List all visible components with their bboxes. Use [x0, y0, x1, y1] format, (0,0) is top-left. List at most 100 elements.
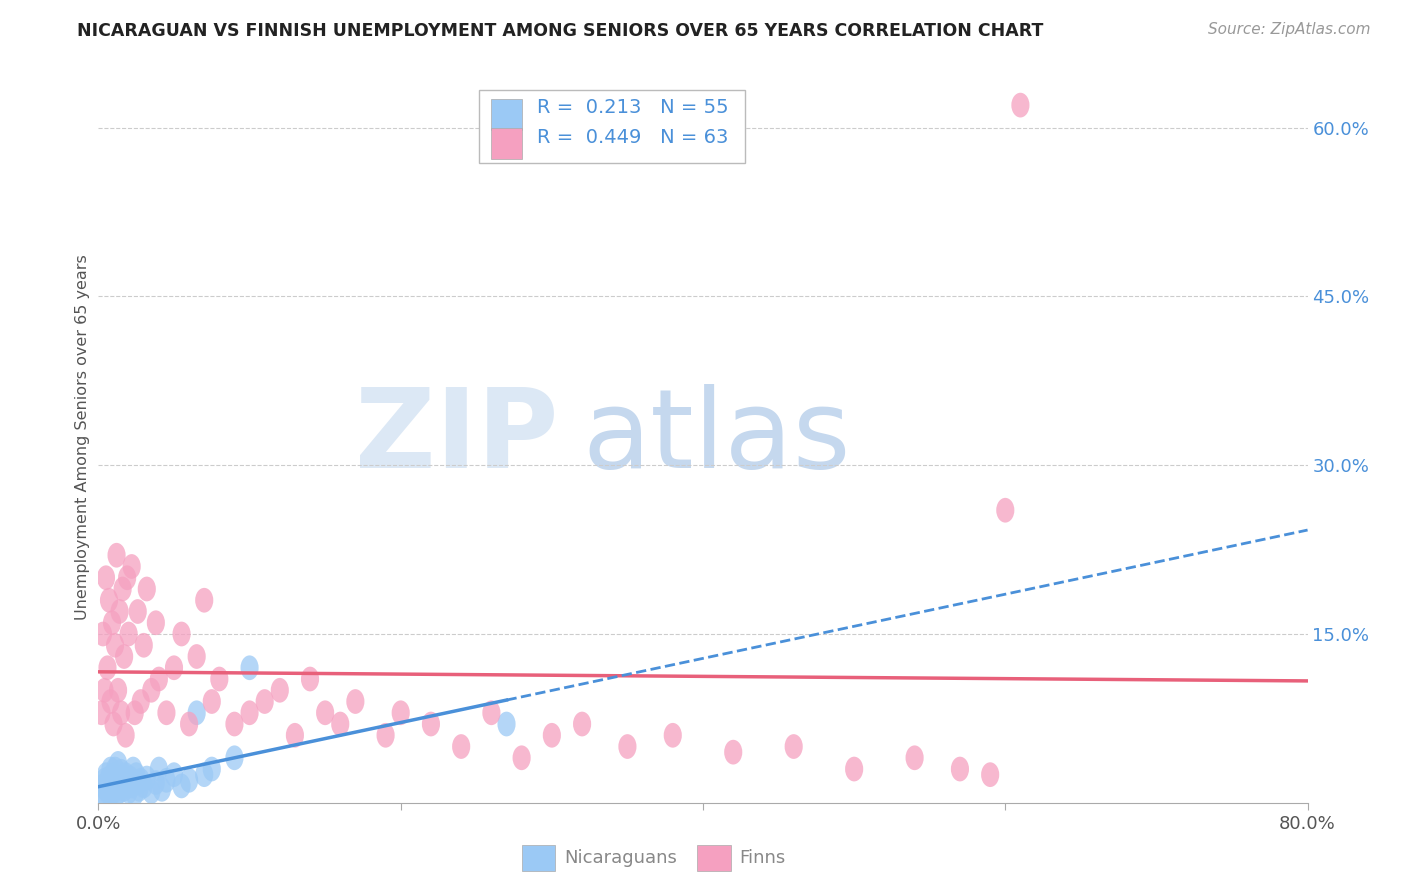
Ellipse shape — [118, 770, 136, 795]
Ellipse shape — [574, 712, 591, 737]
Ellipse shape — [120, 622, 138, 647]
Ellipse shape — [107, 781, 125, 806]
Ellipse shape — [110, 751, 127, 776]
Ellipse shape — [142, 780, 160, 804]
Ellipse shape — [129, 599, 146, 624]
Ellipse shape — [211, 666, 228, 691]
Ellipse shape — [120, 780, 138, 804]
Ellipse shape — [105, 756, 124, 781]
Ellipse shape — [96, 781, 114, 806]
Ellipse shape — [101, 690, 120, 714]
Ellipse shape — [392, 700, 409, 725]
Ellipse shape — [114, 768, 132, 793]
Ellipse shape — [165, 763, 183, 787]
Ellipse shape — [142, 678, 160, 703]
Ellipse shape — [1011, 93, 1029, 118]
Ellipse shape — [100, 773, 118, 798]
Ellipse shape — [98, 780, 117, 804]
Ellipse shape — [187, 700, 205, 725]
Ellipse shape — [724, 739, 742, 764]
Text: atlas: atlas — [582, 384, 851, 491]
Ellipse shape — [101, 781, 120, 806]
Ellipse shape — [135, 633, 153, 657]
Ellipse shape — [103, 610, 121, 635]
Ellipse shape — [301, 666, 319, 691]
Text: Finns: Finns — [740, 848, 786, 867]
Ellipse shape — [111, 765, 129, 790]
Ellipse shape — [100, 765, 118, 790]
Text: Source: ZipAtlas.com: Source: ZipAtlas.com — [1208, 22, 1371, 37]
Ellipse shape — [157, 768, 176, 793]
Y-axis label: Unemployment Among Seniors over 65 years: Unemployment Among Seniors over 65 years — [75, 254, 90, 620]
Ellipse shape — [94, 773, 112, 798]
Ellipse shape — [146, 610, 165, 635]
Ellipse shape — [122, 554, 141, 579]
Ellipse shape — [124, 756, 142, 781]
Ellipse shape — [135, 773, 153, 798]
Ellipse shape — [316, 700, 335, 725]
Ellipse shape — [346, 690, 364, 714]
Ellipse shape — [104, 763, 122, 787]
Ellipse shape — [543, 723, 561, 747]
FancyBboxPatch shape — [479, 90, 745, 163]
Ellipse shape — [132, 690, 150, 714]
Ellipse shape — [104, 780, 122, 804]
Ellipse shape — [103, 777, 121, 802]
Text: ZIP: ZIP — [354, 384, 558, 491]
Ellipse shape — [97, 763, 115, 787]
Ellipse shape — [146, 770, 165, 795]
Ellipse shape — [107, 543, 125, 567]
Ellipse shape — [285, 723, 304, 747]
Ellipse shape — [180, 768, 198, 793]
Ellipse shape — [100, 588, 118, 613]
Ellipse shape — [101, 756, 120, 781]
Ellipse shape — [153, 777, 172, 802]
Ellipse shape — [180, 712, 198, 737]
Text: NICARAGUAN VS FINNISH UNEMPLOYMENT AMONG SENIORS OVER 65 YEARS CORRELATION CHART: NICARAGUAN VS FINNISH UNEMPLOYMENT AMONG… — [77, 22, 1043, 40]
Ellipse shape — [112, 700, 131, 725]
Ellipse shape — [240, 656, 259, 680]
Ellipse shape — [121, 765, 139, 790]
Ellipse shape — [114, 576, 132, 601]
Ellipse shape — [619, 734, 637, 759]
Ellipse shape — [785, 734, 803, 759]
Ellipse shape — [271, 678, 288, 703]
Ellipse shape — [115, 644, 134, 669]
Ellipse shape — [195, 588, 214, 613]
Ellipse shape — [256, 690, 274, 714]
Ellipse shape — [110, 768, 127, 793]
Ellipse shape — [105, 770, 124, 795]
Ellipse shape — [513, 746, 530, 770]
Ellipse shape — [112, 773, 131, 798]
Ellipse shape — [482, 700, 501, 725]
Bar — [492, 128, 522, 159]
Ellipse shape — [138, 765, 156, 790]
Ellipse shape — [453, 734, 470, 759]
Ellipse shape — [105, 633, 124, 657]
Ellipse shape — [150, 666, 167, 691]
Ellipse shape — [997, 498, 1014, 523]
Ellipse shape — [94, 622, 112, 647]
Ellipse shape — [981, 763, 1000, 787]
Ellipse shape — [103, 768, 121, 793]
Bar — [492, 99, 522, 130]
Bar — [522, 846, 555, 871]
Ellipse shape — [129, 770, 146, 795]
Ellipse shape — [845, 756, 863, 781]
Ellipse shape — [132, 768, 150, 793]
Ellipse shape — [225, 746, 243, 770]
Ellipse shape — [202, 756, 221, 781]
Ellipse shape — [110, 678, 127, 703]
Ellipse shape — [173, 622, 191, 647]
Ellipse shape — [905, 746, 924, 770]
Ellipse shape — [225, 712, 243, 737]
Ellipse shape — [664, 723, 682, 747]
Ellipse shape — [950, 756, 969, 781]
Ellipse shape — [125, 781, 143, 806]
Ellipse shape — [377, 723, 395, 747]
Ellipse shape — [187, 644, 205, 669]
Ellipse shape — [422, 712, 440, 737]
Ellipse shape — [104, 712, 122, 737]
Ellipse shape — [202, 690, 221, 714]
Ellipse shape — [93, 700, 111, 725]
